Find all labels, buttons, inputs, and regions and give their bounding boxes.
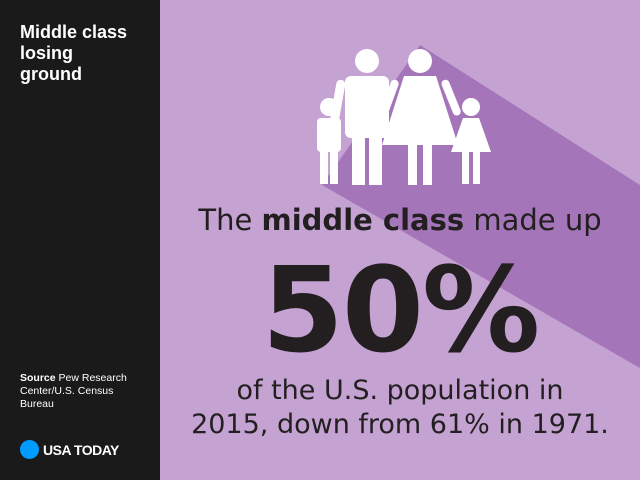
title-line: ground [20,64,82,84]
source-label: Source [20,372,56,384]
footer: of the U.S. population in 2015, down fro… [160,374,640,442]
logo-text: USA TODAY [43,441,119,458]
source-line: Center/U.S. Census [20,385,114,397]
stat: 50% [261,241,540,379]
logo-dot [20,440,39,459]
headline-text: The [198,203,253,237]
logo: USA TODAY [20,440,119,459]
source-line: Bureau [20,398,54,410]
title-line: losing [20,43,73,63]
source-line: Pew Research [58,372,127,384]
title-line: Middle class [20,22,128,42]
footer-line: 2015, down from 61% in 1971. [191,409,609,440]
source: Source Pew Research Center/U.S. Census B… [20,372,127,411]
family-icon [317,49,491,185]
headline-bold: middle class [261,203,465,237]
headline-text: made up [473,203,602,237]
sidebar-panel [0,0,160,480]
headline: The middle class made up [160,203,640,237]
footer-line: of the U.S. population in [236,375,564,406]
sidebar-title: Middle class losing ground [20,22,127,85]
